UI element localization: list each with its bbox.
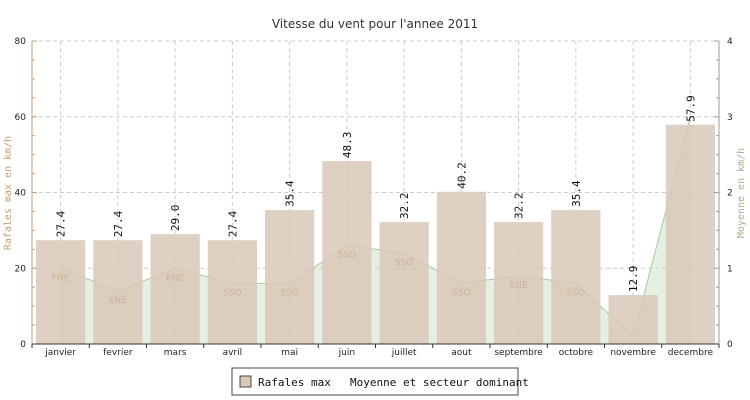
x-tick-label: mars (164, 348, 187, 358)
x-tick-label: novembre (610, 348, 656, 358)
x-tick-label: decembre (668, 348, 714, 358)
bar-value-label: 32.2 (398, 193, 411, 220)
bar (322, 161, 372, 344)
bar-value-label: 40.2 (455, 162, 468, 189)
y-tick-label-left: 80 (15, 37, 27, 47)
x-tick-label: juin (338, 348, 355, 358)
sector-label: SSO (395, 258, 414, 268)
sector-label: ENE (109, 296, 127, 306)
bar-value-label: 29.0 (169, 205, 182, 232)
y-tick-label-left: 0 (20, 340, 26, 350)
legend-label-average: Moyenne et secteur dominant (350, 376, 529, 389)
x-tick-label: octobre (559, 348, 594, 358)
bar-value-label: 32.2 (513, 193, 526, 220)
x-tick-label: avril (223, 348, 243, 358)
sector-label: SSO (280, 288, 299, 298)
sector-label: SSO (567, 288, 586, 298)
y-tick-label-right: 2 (727, 189, 733, 199)
bar-value-label: 35.4 (284, 180, 297, 207)
y-tick-label-left: 20 (15, 264, 27, 274)
bar-value-label: 27.4 (55, 210, 68, 237)
bar-value-label: 48.3 (341, 132, 354, 159)
x-tick-label: juillet (391, 348, 417, 358)
bar (551, 209, 601, 344)
x-tick-label: janvier (44, 348, 76, 358)
bar-value-label: 57.9 (684, 95, 697, 122)
sector-labels: ENE ENE ENE SSO SSO SSO SSO SSO ENE SSO (52, 251, 586, 306)
chart-title: Vitesse du vent pour l'annee 2011 (272, 17, 478, 31)
bar (665, 124, 715, 344)
bar (265, 209, 315, 344)
axes: 0 20 40 60 80 0 1 2 3 4 janvier fevrier mars avril mai… (15, 37, 733, 358)
legend-box (231, 367, 519, 396)
bar-value-labels: 27.4 27.4 29.0 27.4 35.4 48.3 32.2 40.2 32.2 35.4… (55, 95, 698, 292)
y-axis-label-right: Moyenne en km/h (736, 148, 747, 238)
y-axis-label-left: Rafales max en km/h (3, 136, 14, 250)
bar (150, 234, 200, 344)
bar (436, 191, 486, 344)
sector-label: SSO (223, 288, 242, 298)
bar (608, 295, 658, 344)
x-tick-label: septembre (494, 348, 543, 358)
bar-series (36, 124, 715, 344)
y-tick-label-right: 1 (727, 264, 733, 274)
bar-value-label: 27.4 (226, 210, 239, 237)
bar-value-label: 27.4 (112, 210, 125, 237)
bar-value-label: 35.4 (570, 180, 583, 207)
sector-label: SSO (338, 251, 357, 261)
bar-value-label: 12.9 (627, 266, 640, 293)
sector-label: ENE (52, 273, 70, 283)
bar (379, 222, 429, 344)
x-tick-label: fevrier (103, 348, 133, 358)
y-tick-label-right: 3 (727, 113, 733, 123)
x-tick-label: mai (281, 348, 298, 358)
bar (36, 240, 86, 344)
legend-swatch-bars (239, 375, 252, 388)
sector-label: ENE (510, 281, 528, 291)
y-tick-label-left: 40 (15, 189, 27, 199)
y-tick-label-left: 60 (15, 113, 27, 123)
bar (494, 222, 544, 344)
y-tick-label-right: 0 (727, 340, 733, 350)
sector-label: ENE (166, 273, 184, 283)
legend-label-bars: Rafales max (258, 376, 331, 389)
y-tick-label-right: 4 (727, 37, 733, 47)
legend: Rafales max Moyenne et secteur dominant (231, 367, 529, 396)
bar (93, 240, 143, 344)
x-tick-label: aout (451, 348, 472, 358)
sector-label: SSO (452, 288, 471, 298)
bar (207, 240, 257, 344)
